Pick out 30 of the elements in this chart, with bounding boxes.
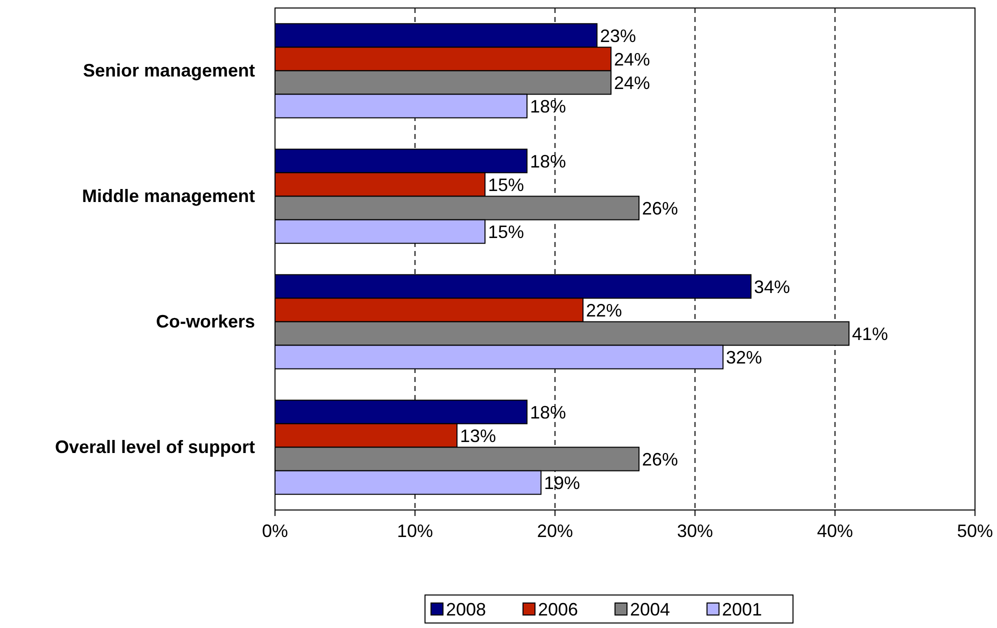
legend-label: 2004 [630, 599, 670, 620]
data-label: 24% [614, 49, 650, 70]
data-label: 15% [488, 174, 524, 195]
data-label: 34% [754, 276, 790, 297]
x-tick-label: 50% [956, 520, 994, 541]
x-tick-label: 20% [536, 520, 574, 541]
data-label: 19% [544, 472, 580, 493]
x-tick-label: 40% [816, 520, 854, 541]
data-label: 26% [642, 198, 678, 218]
data-label: 24% [614, 72, 650, 93]
data-label: 23% [600, 26, 636, 46]
data-label: 18% [530, 151, 566, 172]
y-tick-label: Co-workers [156, 312, 255, 332]
x-tick-label: 10% [396, 520, 434, 541]
data-label: 15% [488, 222, 524, 242]
legend-label: 2001 [722, 599, 762, 620]
legend-label: 2008 [446, 599, 486, 620]
legend-label: 2006 [538, 599, 578, 620]
y-tick-label: Senior management [82, 60, 256, 81]
x-tick-label: 30% [676, 520, 714, 541]
y-tick-label: Overall level of support [54, 437, 255, 458]
data-label: 32% [726, 347, 762, 368]
data-label: 41% [852, 324, 888, 344]
data-label: 26% [642, 449, 678, 470]
x-tick-label: 0% [262, 520, 288, 541]
data-label: 18% [530, 402, 566, 422]
data-label: 18% [530, 96, 566, 116]
data-label: 13% [460, 426, 496, 446]
data-label: 22% [586, 300, 622, 320]
y-tick-label: Middle management [82, 186, 256, 206]
